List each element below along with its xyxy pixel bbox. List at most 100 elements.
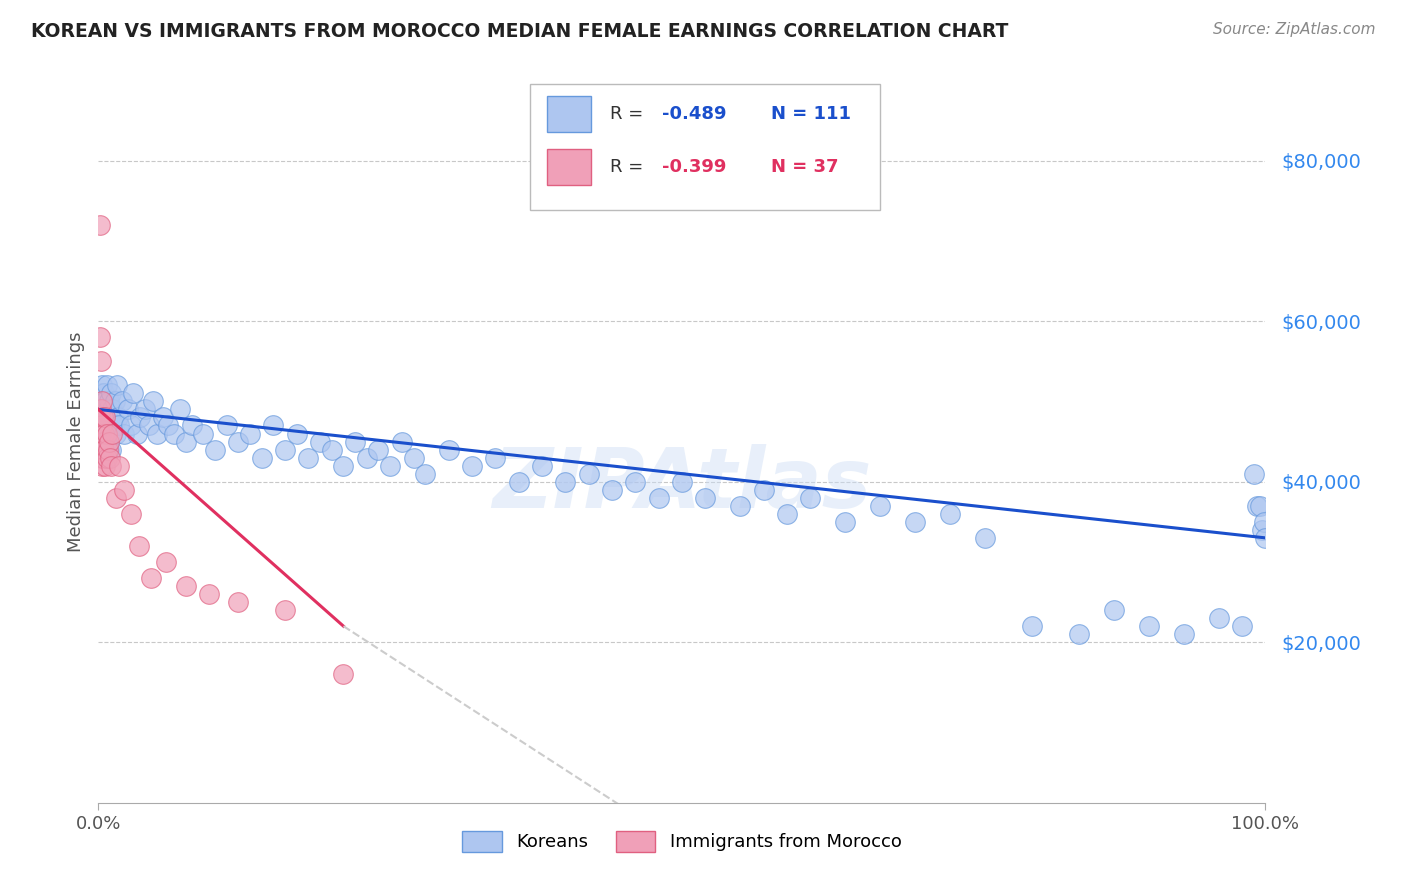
- Point: [1249, 499, 1271, 513]
- Point: [107, 410, 129, 425]
- Point: [508, 475, 530, 489]
- Point: [146, 426, 169, 441]
- Text: ZIPAtlas: ZIPAtlas: [492, 444, 872, 525]
- Point: [111, 394, 134, 409]
- Point: [96, 450, 118, 465]
- Point: [90, 386, 112, 401]
- Point: [321, 442, 343, 457]
- Point: [97, 442, 120, 457]
- Point: [730, 499, 752, 513]
- Point: [93, 386, 115, 401]
- Point: [193, 426, 215, 441]
- Point: [90, 402, 112, 417]
- Point: [104, 394, 127, 409]
- Point: [90, 418, 112, 433]
- Point: [93, 442, 115, 457]
- Point: [776, 507, 799, 521]
- Point: [834, 515, 856, 529]
- Point: [1067, 627, 1090, 641]
- Point: [1251, 523, 1274, 537]
- Point: [129, 410, 152, 425]
- Point: [91, 450, 114, 465]
- Point: [174, 579, 197, 593]
- Point: [90, 402, 112, 417]
- Point: [89, 218, 111, 232]
- Y-axis label: Median Female Earnings: Median Female Earnings: [66, 331, 84, 552]
- Point: [94, 458, 117, 473]
- Text: -0.489: -0.489: [662, 105, 727, 123]
- Point: [89, 330, 111, 344]
- Point: [647, 491, 669, 505]
- Point: [91, 410, 114, 425]
- Point: [530, 458, 553, 473]
- Point: [1137, 619, 1160, 633]
- Point: [228, 434, 250, 449]
- Point: [139, 571, 162, 585]
- Point: [94, 410, 117, 425]
- Point: [1102, 603, 1125, 617]
- Point: [100, 458, 122, 473]
- FancyBboxPatch shape: [530, 84, 880, 211]
- Point: [91, 426, 114, 441]
- Point: [134, 402, 156, 417]
- Text: KOREAN VS IMMIGRANTS FROM MOROCCO MEDIAN FEMALE EARNINGS CORRELATION CHART: KOREAN VS IMMIGRANTS FROM MOROCCO MEDIAN…: [31, 22, 1008, 41]
- Point: [96, 426, 118, 441]
- Point: [138, 418, 160, 433]
- Point: [97, 434, 120, 449]
- Point: [1246, 499, 1268, 513]
- Point: [297, 450, 319, 465]
- Point: [97, 410, 120, 425]
- Point: [100, 442, 122, 457]
- Point: [1243, 467, 1265, 481]
- Point: [1230, 619, 1253, 633]
- Point: [752, 483, 775, 497]
- Point: [624, 475, 647, 489]
- Point: [89, 410, 111, 425]
- Point: [91, 450, 114, 465]
- Point: [356, 450, 378, 465]
- Point: [90, 434, 112, 449]
- Point: [1173, 627, 1195, 641]
- Point: [142, 394, 165, 409]
- Point: [799, 491, 821, 505]
- Point: [157, 418, 180, 433]
- Point: [101, 402, 124, 417]
- Text: R =: R =: [610, 105, 648, 123]
- Point: [174, 434, 197, 449]
- Point: [600, 483, 623, 497]
- Point: [671, 475, 693, 489]
- Point: [96, 378, 118, 392]
- Point: [90, 394, 112, 409]
- Point: [380, 458, 402, 473]
- FancyBboxPatch shape: [547, 96, 591, 132]
- Point: [939, 507, 962, 521]
- Point: [695, 491, 717, 505]
- Point: [413, 467, 436, 481]
- Point: [101, 426, 124, 441]
- Point: [100, 386, 122, 401]
- Point: [105, 378, 128, 392]
- Point: [90, 378, 112, 392]
- Point: [112, 426, 135, 441]
- Point: [98, 426, 121, 441]
- Point: [155, 555, 177, 569]
- Legend: Koreans, Immigrants from Morocco: Koreans, Immigrants from Morocco: [456, 823, 908, 859]
- Point: [180, 418, 202, 433]
- Point: [250, 450, 273, 465]
- Point: [93, 418, 115, 433]
- Point: [97, 402, 120, 417]
- Point: [93, 426, 115, 441]
- FancyBboxPatch shape: [547, 149, 591, 185]
- Point: [904, 515, 927, 529]
- Point: [93, 434, 115, 449]
- Point: [204, 442, 226, 457]
- Point: [94, 442, 117, 457]
- Point: [125, 426, 148, 441]
- Point: [332, 667, 354, 681]
- Point: [91, 434, 114, 449]
- Point: [89, 394, 111, 409]
- Point: [90, 410, 112, 425]
- Point: [96, 418, 118, 433]
- Point: [120, 507, 142, 521]
- Point: [128, 539, 150, 553]
